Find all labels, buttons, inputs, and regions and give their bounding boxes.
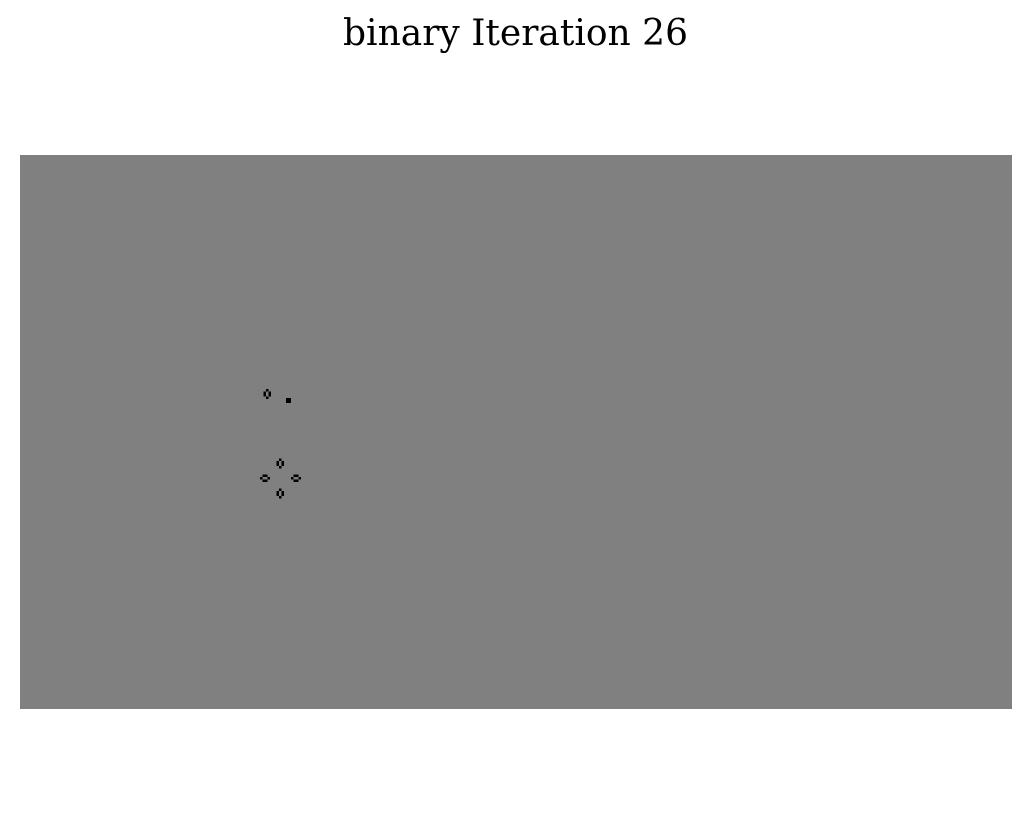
live-cell — [291, 477, 294, 480]
live-cell-cluster — [291, 474, 301, 482]
live-cell — [281, 463, 284, 466]
live-cell — [263, 394, 266, 397]
grid-background — [20, 155, 1012, 709]
live-cell-cluster — [263, 389, 271, 399]
live-cell-cluster — [260, 474, 270, 482]
live-cell — [266, 396, 269, 399]
live-cell — [296, 474, 299, 477]
live-cell — [296, 479, 299, 482]
live-cell — [279, 488, 282, 491]
live-cell — [276, 463, 279, 466]
live-cell — [279, 466, 282, 469]
live-cell — [281, 461, 284, 464]
live-cell — [265, 474, 268, 477]
live-cell — [293, 479, 296, 482]
live-cell — [263, 391, 266, 394]
live-cell — [281, 491, 284, 494]
live-cell — [279, 458, 282, 461]
live-cell — [268, 391, 271, 394]
live-cell — [266, 389, 269, 392]
live-cell-cluster — [276, 488, 284, 499]
live-cell — [268, 394, 271, 397]
live-cell — [293, 474, 296, 477]
live-cell — [267, 477, 270, 480]
live-cell — [276, 493, 279, 496]
live-cell — [286, 400, 289, 403]
live-cell — [298, 477, 301, 480]
live-cell — [276, 461, 279, 464]
live-cell — [286, 398, 289, 401]
cell-grid — [20, 155, 1012, 709]
live-cell — [260, 477, 263, 480]
live-cell — [262, 474, 265, 477]
live-cell-cluster — [286, 398, 291, 403]
plot-title: binary Iteration 26 — [343, 13, 688, 54]
live-cell-cluster — [276, 458, 284, 469]
live-cell — [279, 496, 282, 499]
live-cell — [288, 400, 291, 403]
live-cell — [276, 491, 279, 494]
live-cell — [262, 479, 265, 482]
live-cells-layer — [260, 389, 301, 499]
live-cell — [288, 398, 291, 401]
live-cell — [265, 479, 268, 482]
live-cell — [281, 493, 284, 496]
